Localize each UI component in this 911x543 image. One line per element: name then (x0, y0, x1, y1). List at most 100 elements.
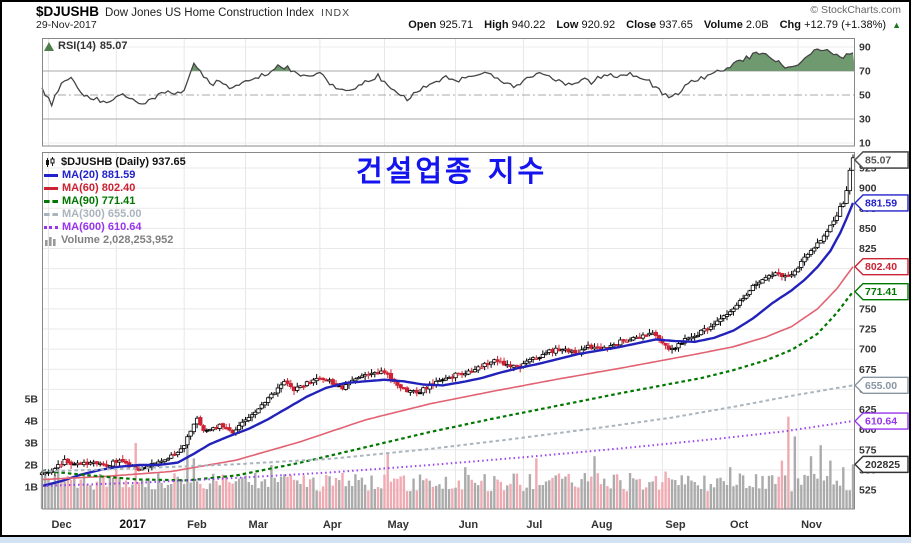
svg-text:750: 750 (859, 303, 877, 315)
axis-tag-655.00: 655.00 (854, 376, 909, 395)
svg-text:675: 675 (859, 364, 877, 376)
area-chart-icon (44, 41, 54, 51)
candlestick-icon (46, 157, 55, 167)
svg-text:30: 30 (859, 114, 871, 126)
svg-text:Jul: Jul (526, 519, 542, 531)
line-solid-icon (44, 174, 58, 177)
svg-text:Aug: Aug (591, 519, 612, 531)
axis-tag-610.64: 610.64 (854, 412, 909, 430)
quote-date: 29-Nov-2017 (36, 19, 97, 31)
gridlines (42, 38, 855, 509)
svg-text:Jun: Jun (459, 519, 479, 531)
svg-text:50: 50 (859, 90, 871, 102)
axis-tag-85.07: 85.07 (854, 151, 909, 169)
svg-text:725: 725 (859, 324, 877, 336)
svg-text:Dec: Dec (51, 519, 71, 531)
legend-item: $DJUSHB (Daily) 937.65 (44, 156, 186, 169)
ma-line-MA(300) (41, 384, 854, 473)
svg-text:5B: 5B (25, 394, 39, 406)
legend-text: $DJUSHB (Daily) 937.65 (61, 156, 186, 168)
svg-text:Oct: Oct (730, 519, 749, 531)
axis-tag-771.41: 771.41 (854, 282, 909, 301)
ma-line-MA(600) (41, 420, 854, 487)
svg-text:4B: 4B (25, 416, 39, 428)
legend-item: Volume 2,028,253,952 (44, 234, 186, 247)
rsi-indicator-label: RSI(14) 85.07 (44, 40, 127, 52)
svg-text:Mar: Mar (249, 519, 269, 531)
ma-line-MA(90) (41, 290, 854, 482)
svg-text:1B: 1B (25, 482, 39, 494)
axis-tag-202825: 202825 (854, 455, 909, 474)
axis-labels: 5255505756006256506757007257507758008258… (25, 42, 877, 532)
ma-line-MA(60) (41, 266, 854, 481)
legend-item: MA(60) 802.40 (44, 182, 186, 195)
svg-text:610.64: 610.64 (865, 416, 897, 428)
svg-text:575: 575 (859, 444, 877, 456)
bottom-strip (0, 537, 911, 543)
svg-text:90: 90 (859, 42, 871, 54)
svg-text:202825: 202825 (865, 459, 900, 471)
ma-lines (41, 202, 855, 488)
axis-tag-802.40: 802.40 (854, 257, 909, 276)
quote-open: Open 925.71 (408, 19, 474, 31)
up-arrow-icon: ▲ (892, 20, 901, 30)
svg-text:85.07: 85.07 (865, 155, 891, 167)
line-solid-icon (44, 187, 58, 190)
axis-tag-881.59: 881.59 (854, 194, 909, 212)
overlay-legend: $DJUSHB (Daily) 937.65 MA(20) 881.59 MA(60… (44, 156, 186, 247)
svg-text:Feb: Feb (187, 519, 207, 531)
legend-item: MA(90) 771.41 (44, 195, 186, 208)
legend-item: MA(600) 610.64 (44, 221, 186, 234)
svg-text:2017: 2017 (119, 517, 146, 531)
line-dashed-icon (44, 213, 58, 216)
exchange-label: INDX (321, 7, 351, 19)
price-tags: 937.65881.59802.40771.41655.00610.642028… (854, 151, 909, 474)
svg-text:850: 850 (859, 223, 877, 235)
svg-text:Nov: Nov (801, 519, 823, 531)
svg-text:881.59: 881.59 (865, 197, 897, 209)
svg-text:525: 525 (859, 485, 877, 497)
quote-low: Low 920.92 (556, 19, 616, 31)
legend-item: MA(20) 881.59 (44, 169, 186, 182)
svg-text:70: 70 (859, 66, 871, 78)
panel-borders (42, 38, 855, 510)
svg-text:3B: 3B (25, 438, 39, 450)
symbol: $DJUSHB (36, 4, 100, 19)
header-row-quote: 29-Nov-2017 Open 925.71 High 940.22 Low … (36, 19, 903, 33)
legend-text: Volume 2,028,253,952 (61, 234, 174, 246)
volume-bars-icon (45, 237, 56, 246)
svg-text:655.00: 655.00 (865, 380, 897, 392)
legend-text: MA(300) 655.00 (62, 208, 142, 220)
svg-text:700: 700 (859, 344, 877, 356)
svg-text:802.40: 802.40 (865, 261, 897, 273)
legend-text: MA(20) 881.59 (62, 169, 136, 181)
quote-close: Close 937.65 (626, 19, 693, 31)
legend-item: MA(300) 655.00 (44, 208, 186, 221)
quote-volume: Volume 2.0B (703, 19, 769, 31)
legend-text: MA(600) 610.64 (62, 221, 142, 233)
svg-text:2B: 2B (25, 460, 39, 472)
ma-line-MA(20) (41, 202, 855, 488)
svg-text:900: 900 (859, 183, 877, 195)
svg-text:Sep: Sep (665, 519, 685, 531)
volume-bars (40, 416, 855, 509)
line-dotted-icon (44, 226, 58, 229)
svg-text:Apr: Apr (323, 519, 343, 531)
legend-text: MA(60) 802.40 (62, 182, 136, 194)
quote-high: High 940.22 (484, 19, 546, 31)
svg-text:825: 825 (859, 243, 877, 255)
rsi-line (41, 48, 855, 108)
copyright: © StockCharts.com (810, 4, 901, 16)
rsi-name: RSI(14) (58, 40, 96, 52)
korean-annotation: 건설업종 지수 (356, 154, 548, 188)
header-row-title: $DJUSHB Dow Jones US Home Construction In… (36, 3, 903, 19)
line-dashed-icon (44, 200, 58, 203)
svg-text:771.41: 771.41 (865, 286, 897, 298)
quote-change: Chg +12.79 (+1.38%) (779, 19, 887, 31)
index-name: Dow Jones US Home Construction Index (105, 7, 315, 19)
svg-text:10: 10 (859, 138, 871, 150)
rsi-value: 85.07 (99, 40, 128, 52)
quote-strip: Open 925.71 High 940.22 Low 920.92 Close… (400, 19, 901, 31)
